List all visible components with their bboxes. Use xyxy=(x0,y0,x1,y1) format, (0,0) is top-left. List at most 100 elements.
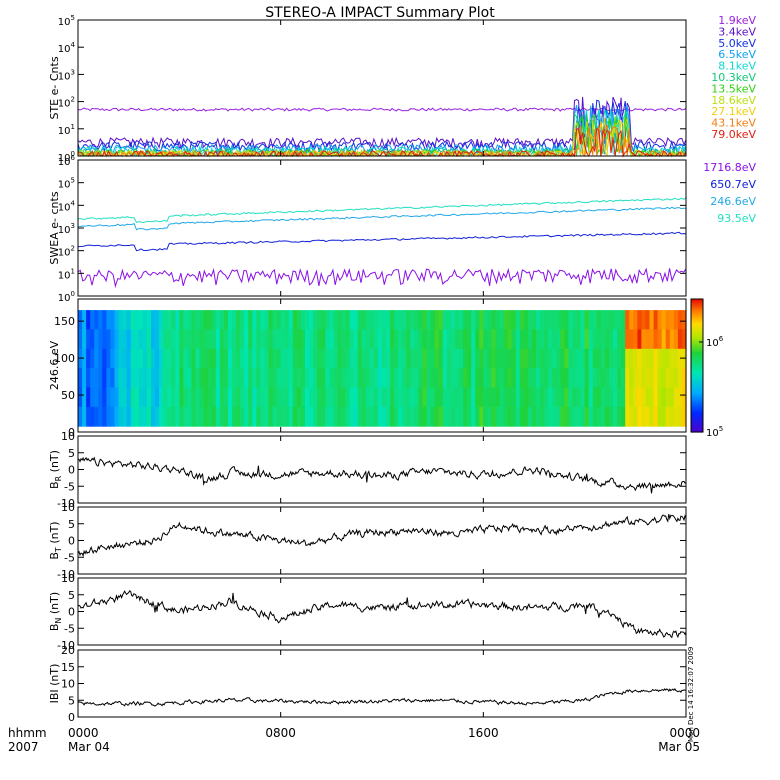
heatmap-cell xyxy=(414,387,420,408)
heatmap-cell xyxy=(588,348,594,369)
heatmap-cell xyxy=(179,329,184,350)
heatmap-cell xyxy=(511,368,517,388)
heatmap-cell xyxy=(402,329,407,350)
heatmap-cell xyxy=(382,329,387,350)
y-tick-label: 104 xyxy=(58,199,76,213)
heatmap-cell xyxy=(98,329,103,350)
heatmap-cell xyxy=(268,329,274,350)
heatmap-cell xyxy=(390,387,395,408)
panel-br: 10 5 0 -5 -10 BR (nT) xyxy=(48,430,687,510)
heatmap-cell xyxy=(219,310,225,330)
heatmap-cell xyxy=(284,406,290,427)
heatmap-cell xyxy=(215,368,221,388)
y-tick-label: 100 xyxy=(54,352,75,365)
heatmap-cell xyxy=(556,368,561,388)
heatmap-cell xyxy=(244,310,249,330)
heatmap-cell xyxy=(365,406,371,427)
y-tick-label: 15 xyxy=(61,661,75,674)
heatmap-cell xyxy=(446,329,452,350)
heatmap-cell xyxy=(191,387,197,408)
heatmap-cell xyxy=(134,387,140,408)
heatmap-cell xyxy=(495,329,501,350)
heatmap-cell xyxy=(252,329,257,350)
heatmap-cell xyxy=(313,387,318,408)
legend-entry: 43.1keV xyxy=(711,117,756,130)
heatmap-cell xyxy=(386,368,391,388)
heatmap-cell xyxy=(325,329,330,350)
heatmap-cell xyxy=(195,329,201,350)
heatmap-cell xyxy=(292,387,298,408)
heatmap-cell xyxy=(272,368,278,388)
heatmap-cell xyxy=(556,387,561,408)
colorbar-segment xyxy=(691,314,703,318)
heatmap-cell xyxy=(260,310,266,330)
heatmap-cell xyxy=(507,406,513,427)
heatmap-cell xyxy=(264,406,270,427)
heatmap-cell xyxy=(649,329,655,350)
heatmap-cell xyxy=(604,310,610,330)
heatmap-cell xyxy=(228,329,233,350)
heatmap-cell xyxy=(138,310,144,330)
heatmap-cell xyxy=(333,387,339,408)
heatmap-cell xyxy=(418,310,424,330)
heatmap-cell xyxy=(195,368,201,388)
heatmap-cell xyxy=(268,406,274,427)
heatmap-cell xyxy=(130,406,136,427)
heatmap-cell xyxy=(467,387,472,408)
heatmap-cell xyxy=(600,348,606,369)
heatmap-cell xyxy=(548,348,553,369)
heatmap-cell xyxy=(621,329,626,350)
heatmap-cell xyxy=(548,368,553,388)
heatmap-cell xyxy=(653,368,659,388)
heatmap-cell xyxy=(617,406,622,427)
heatmap-cell xyxy=(260,368,266,388)
y-tick-label: 102 xyxy=(58,245,75,259)
colorbar-segment xyxy=(691,416,703,420)
heatmap-cell xyxy=(337,310,343,330)
heatmap-cell xyxy=(325,348,330,369)
heatmap-cell xyxy=(252,387,257,408)
heatmap-cell xyxy=(155,406,160,427)
heatmap-cell xyxy=(305,329,310,350)
y-tick-label: 101 xyxy=(58,123,75,137)
heatmap-cell xyxy=(110,406,116,427)
heatmap-cell xyxy=(151,387,156,408)
heatmap-cell xyxy=(187,310,193,330)
heatmap-cell xyxy=(410,368,416,388)
heatmap-cell xyxy=(349,387,355,408)
heatmap-cell xyxy=(422,368,428,388)
heatmap-cell xyxy=(471,348,476,369)
heatmap-cell xyxy=(463,329,468,350)
heatmap-cell xyxy=(329,368,334,388)
heatmap-cell xyxy=(406,406,411,427)
y-tick-label: 103 xyxy=(58,222,75,236)
heatmap-cell xyxy=(309,368,314,388)
heatmap-cell xyxy=(552,329,557,350)
heatmap-cell xyxy=(353,348,359,369)
colorbar-segment xyxy=(691,356,703,360)
heatmap-cell xyxy=(511,329,517,350)
heatmap-cell xyxy=(438,329,444,350)
heatmap-cell xyxy=(600,387,606,408)
y-tick-label: -10 xyxy=(57,568,75,581)
heatmap-cell xyxy=(215,406,221,427)
heatmap-cell xyxy=(487,368,493,388)
legend-entry: 18.6keV xyxy=(711,94,756,107)
heatmap-cell xyxy=(276,387,282,408)
heatmap-cell xyxy=(191,348,197,369)
heatmap-cell xyxy=(422,348,428,369)
heatmap-cell xyxy=(163,368,168,388)
heatmap-cell xyxy=(471,406,476,427)
heatmap-cell xyxy=(219,329,225,350)
y-axis-label-bmag: IBI (nT) xyxy=(48,664,61,704)
heatmap-cell xyxy=(321,406,326,427)
heatmap-cell xyxy=(272,406,278,427)
heatmap-cell xyxy=(471,329,476,350)
heatmap-cell xyxy=(540,310,545,330)
heatmap-cell xyxy=(382,310,387,330)
colorbar-segment xyxy=(691,403,703,406)
heatmap-cell xyxy=(394,348,399,369)
heatmap-cell xyxy=(82,406,87,427)
heatmap-cell xyxy=(122,329,128,350)
heatmap-cell xyxy=(446,406,452,427)
